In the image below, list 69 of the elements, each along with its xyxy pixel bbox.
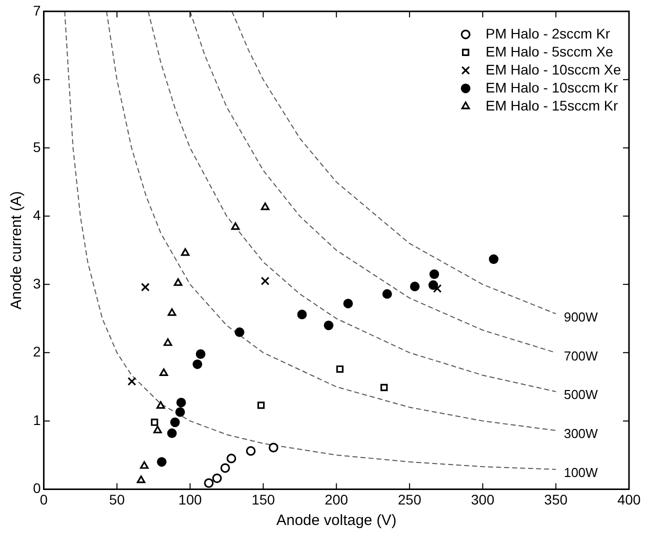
point bbox=[212, 473, 222, 484]
point bbox=[380, 384, 388, 392]
point bbox=[336, 365, 344, 373]
point bbox=[246, 446, 256, 456]
y-tick-label: 6 bbox=[32, 70, 41, 87]
point bbox=[220, 463, 230, 473]
point bbox=[433, 284, 442, 293]
point bbox=[140, 461, 149, 469]
point bbox=[168, 308, 176, 316]
point bbox=[136, 476, 146, 484]
point bbox=[174, 278, 182, 286]
series-label: 700W bbox=[564, 348, 599, 364]
point bbox=[140, 282, 150, 292]
legend-label: EM Halo - 10sccm Xe bbox=[486, 61, 622, 78]
point bbox=[429, 269, 440, 279]
x-tick-label: 50 bbox=[109, 491, 125, 508]
point bbox=[170, 418, 180, 428]
y-axis-title: Anode current (A) bbox=[8, 191, 26, 310]
point bbox=[428, 280, 438, 290]
x-tick-label: 250 bbox=[398, 491, 422, 508]
point bbox=[164, 338, 172, 346]
legend-label: EM Halo - 10sccm Kr bbox=[486, 79, 618, 96]
y-tick-label: 2 bbox=[32, 344, 41, 360]
point bbox=[324, 320, 334, 330]
x-tick-label: 200 bbox=[324, 491, 348, 508]
series-label: 100W bbox=[564, 464, 599, 480]
x-tick-label: 400 bbox=[617, 491, 641, 508]
point bbox=[297, 310, 307, 320]
y-tick-label: 7 bbox=[32, 2, 41, 18]
point bbox=[231, 222, 240, 230]
series-label: 900W bbox=[564, 309, 599, 324]
legend-label: PM Halo - 2sccm Kr bbox=[486, 25, 610, 42]
y-tick-label: 4 bbox=[32, 207, 41, 224]
point bbox=[234, 327, 244, 338]
point bbox=[260, 276, 270, 286]
point bbox=[128, 377, 136, 386]
x-tick-label: 150 bbox=[252, 491, 276, 508]
point bbox=[204, 478, 214, 488]
point bbox=[260, 202, 270, 210]
point bbox=[268, 442, 278, 452]
series-label: 500W bbox=[564, 387, 599, 402]
point bbox=[226, 454, 236, 464]
point bbox=[156, 401, 165, 409]
point bbox=[176, 398, 186, 408]
y-tick-label: 5 bbox=[32, 138, 41, 155]
series-label: 300W bbox=[564, 426, 599, 442]
x-tick-label: 350 bbox=[544, 491, 568, 508]
x-axis-title: Anode voltage (V) bbox=[276, 512, 396, 530]
point bbox=[196, 349, 206, 359]
point bbox=[153, 426, 162, 434]
y-tick-label: 0 bbox=[32, 480, 41, 496]
y-tick-label: 3 bbox=[32, 275, 41, 292]
point bbox=[175, 407, 185, 417]
point bbox=[257, 402, 265, 409]
point bbox=[167, 428, 177, 438]
point bbox=[410, 282, 420, 292]
point bbox=[192, 359, 202, 370]
point bbox=[156, 457, 167, 467]
legend-label: EM Halo - 15sccm Kr bbox=[486, 97, 618, 114]
x-tick-label: 300 bbox=[471, 491, 495, 508]
y-tick-label: 1 bbox=[32, 412, 41, 428]
point bbox=[343, 298, 353, 308]
point bbox=[150, 418, 158, 426]
x-tick-label: 100 bbox=[178, 491, 202, 508]
point bbox=[382, 289, 392, 299]
legend-label: EM Halo - 5sccm Xe bbox=[486, 43, 614, 60]
point bbox=[159, 368, 168, 376]
point bbox=[181, 248, 190, 256]
point bbox=[488, 254, 498, 264]
